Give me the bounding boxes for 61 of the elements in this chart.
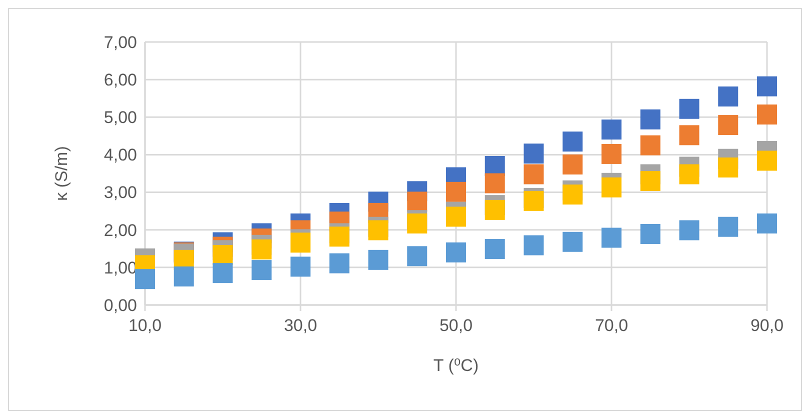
point xyxy=(524,235,544,256)
x-tick-label: 50,0 xyxy=(439,316,473,335)
point xyxy=(446,242,466,262)
point xyxy=(368,220,388,240)
point xyxy=(757,104,777,125)
point xyxy=(290,256,310,277)
y-tick-label: 2,00 xyxy=(104,220,137,240)
point xyxy=(679,220,700,240)
point xyxy=(252,239,272,260)
point xyxy=(562,184,583,205)
point xyxy=(757,76,777,96)
point xyxy=(407,246,428,266)
point xyxy=(562,232,583,252)
point xyxy=(718,86,738,106)
point xyxy=(679,98,700,119)
x-tick-label: 10,0 xyxy=(128,316,162,335)
point xyxy=(718,216,738,237)
point xyxy=(524,144,544,164)
point xyxy=(446,206,466,227)
y-tick-label: 0,00 xyxy=(104,296,137,315)
point xyxy=(524,164,544,184)
point xyxy=(252,260,272,280)
point xyxy=(718,115,738,136)
point xyxy=(484,239,505,260)
point xyxy=(679,125,700,146)
x-tick-label: 30,0 xyxy=(284,316,318,335)
point xyxy=(446,182,466,202)
y-tick-label: 4,00 xyxy=(104,146,137,165)
point xyxy=(329,226,350,247)
point xyxy=(640,224,660,244)
x-axis-title: T (⁰C) xyxy=(433,356,479,375)
point xyxy=(562,154,583,174)
point xyxy=(757,213,777,234)
point xyxy=(484,173,505,194)
point xyxy=(174,266,194,286)
point xyxy=(679,164,700,184)
point xyxy=(602,177,622,198)
point xyxy=(212,245,233,266)
x-tick-label: 70,0 xyxy=(594,316,628,335)
point xyxy=(212,263,233,284)
y-tick-label: 5,00 xyxy=(104,108,137,128)
point xyxy=(718,157,738,178)
point xyxy=(329,253,350,274)
point xyxy=(484,200,505,220)
point xyxy=(640,171,660,192)
point xyxy=(407,192,428,212)
point xyxy=(640,135,660,156)
y-axis-title: κ (S/m) xyxy=(52,146,71,201)
point xyxy=(602,144,622,164)
point xyxy=(757,150,777,171)
point xyxy=(602,120,622,140)
x-tick-label: 90,0 xyxy=(750,316,784,335)
point xyxy=(640,109,660,130)
point xyxy=(602,228,622,248)
y-tick-label: 3,00 xyxy=(104,183,137,202)
y-tick-label: 6,00 xyxy=(104,70,137,90)
y-tick-label: 7,00 xyxy=(104,32,137,52)
point xyxy=(290,232,310,253)
point xyxy=(368,250,388,270)
point xyxy=(562,132,583,152)
point xyxy=(135,269,155,290)
